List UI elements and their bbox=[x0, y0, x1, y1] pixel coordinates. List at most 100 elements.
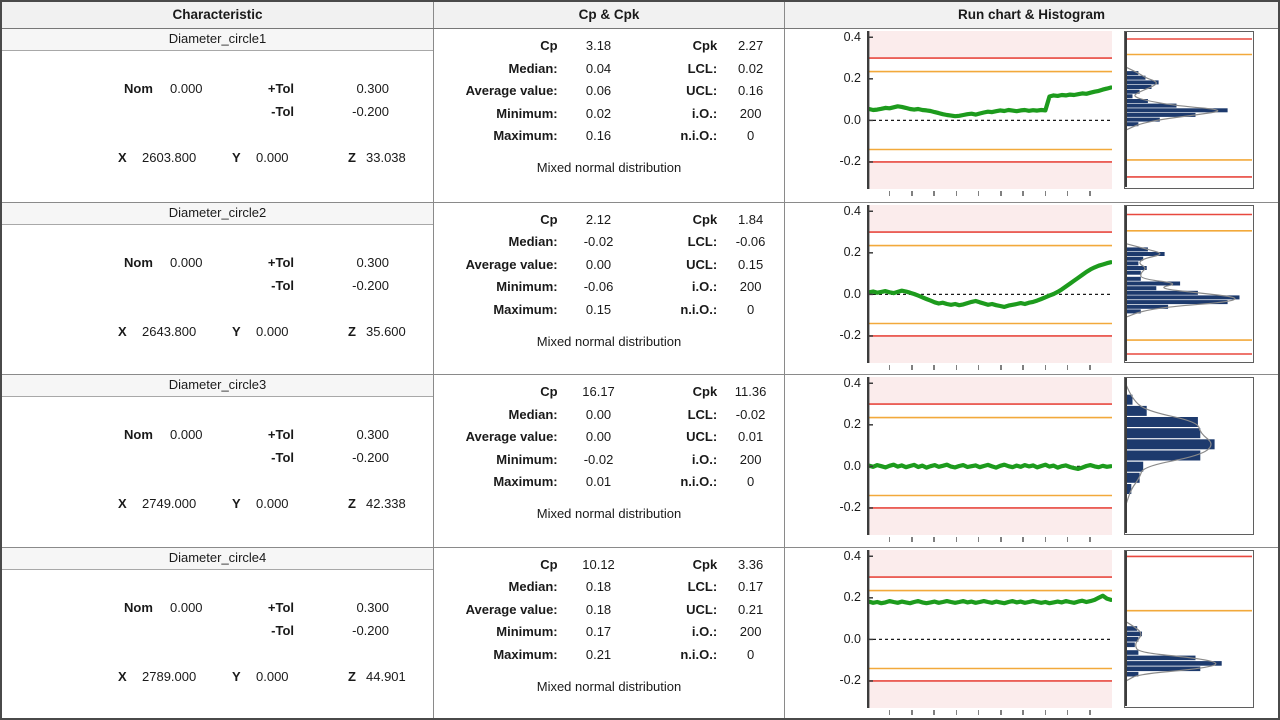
histogram-bar bbox=[1126, 260, 1139, 265]
stat-value-lcl: 0.17 bbox=[737, 579, 764, 594]
table-header: Characteristic Cp & Cpk Run chart & Hist… bbox=[2, 2, 1278, 29]
distribution-label: Mixed normal distribution bbox=[536, 160, 682, 175]
distribution-label: Mixed normal distribution bbox=[536, 506, 682, 521]
y-axis-tick-label: 0.2 bbox=[843, 244, 861, 259]
x-axis-tick bbox=[977, 364, 980, 370]
run-line bbox=[867, 593, 1112, 605]
nom-label: Nom bbox=[124, 599, 153, 615]
stat-label-cp: Cp bbox=[540, 384, 558, 399]
stat-value-median: 0.00 bbox=[585, 406, 612, 422]
y-value: 0.000 bbox=[256, 323, 289, 339]
x-axis-ticks bbox=[867, 364, 1112, 371]
x-axis-tick bbox=[1000, 191, 1002, 196]
histogram bbox=[1124, 31, 1254, 189]
run-chart bbox=[867, 204, 1112, 363]
characteristic-row: Diameter_circle2 Nom 0.000 +Tol 0.300 -T… bbox=[2, 201, 1278, 374]
x-axis-tick bbox=[977, 709, 980, 715]
plus-tol-value: 0.300 bbox=[356, 254, 389, 270]
x-axis-tick bbox=[1066, 537, 1069, 542]
stat-value-ucl: 0.16 bbox=[737, 83, 764, 98]
histogram-bar bbox=[1126, 417, 1198, 427]
histogram-bar bbox=[1126, 461, 1144, 472]
rows-container: Diameter_circle1 Nom 0.000 +Tol 0.300 -T… bbox=[2, 29, 1278, 719]
stat-value-cpk: 1.84 bbox=[737, 211, 764, 227]
stat-line: Maximum: 0.15 n.i.O.: 0 bbox=[434, 299, 784, 322]
x-axis-tick bbox=[888, 709, 891, 715]
x-axis-tick bbox=[977, 191, 980, 196]
stat-value-average: 0.18 bbox=[585, 601, 612, 617]
run-chart-svg bbox=[867, 31, 1112, 189]
x-axis-tick bbox=[1022, 191, 1024, 196]
x-axis-tick bbox=[1066, 364, 1069, 370]
histogram-bar bbox=[1126, 666, 1201, 671]
run-chart bbox=[867, 31, 1112, 189]
stat-label-nio: n.i.O.: bbox=[680, 646, 718, 662]
x-axis-tick bbox=[911, 537, 913, 542]
run-line bbox=[867, 85, 1112, 119]
y-axis-tick-label: 0.4 bbox=[843, 203, 861, 218]
x-label: X bbox=[118, 496, 127, 511]
y-axis-tick-label: -0.2 bbox=[839, 500, 861, 514]
histogram-bar bbox=[1126, 428, 1201, 439]
histogram-bar bbox=[1126, 631, 1142, 636]
histogram-bar bbox=[1126, 112, 1196, 117]
histogram-bar bbox=[1126, 265, 1147, 270]
stat-label-median: Median: bbox=[508, 406, 558, 422]
y-axis-tick-label: 0.2 bbox=[843, 417, 861, 431]
histogram-bar bbox=[1126, 122, 1139, 127]
stat-label-median: Median: bbox=[508, 60, 558, 76]
stat-value-lcl: -0.06 bbox=[735, 234, 766, 249]
histogram-bar bbox=[1126, 108, 1228, 113]
x-axis-tick bbox=[1089, 364, 1091, 370]
stat-label-ucl: UCL: bbox=[686, 83, 718, 98]
stat-label-cpk: Cpk bbox=[692, 384, 718, 399]
y-axis-tick-label: 0.0 bbox=[843, 113, 861, 127]
histogram bbox=[1124, 377, 1254, 535]
stat-label-io: i.O.: bbox=[691, 279, 718, 294]
stat-label-minimum: Minimum: bbox=[496, 451, 558, 467]
histogram-bar bbox=[1126, 75, 1146, 80]
run-chart-histogram-panel: 0.4 0.2 0.0 -0.2 bbox=[785, 548, 1278, 719]
histogram-bar bbox=[1126, 649, 1139, 655]
stat-line: Average value: 0.18 UCL: 0.21 bbox=[434, 599, 784, 622]
characteristic-panel: Diameter_circle3 Nom 0.000 +Tol 0.300 -T… bbox=[2, 375, 434, 547]
stat-label-ucl: UCL: bbox=[686, 601, 718, 617]
stat-label-lcl: LCL: bbox=[687, 234, 718, 249]
run-chart-histogram-panel: 0.4 0.2 0.0 -0.2 bbox=[785, 29, 1278, 202]
histogram-bar bbox=[1126, 285, 1157, 290]
stat-value-cpk: 2.27 bbox=[737, 38, 764, 53]
minus-tol-value: -0.200 bbox=[352, 104, 389, 119]
nom-value: 0.000 bbox=[170, 81, 203, 96]
stat-line: Average value: 0.00 UCL: 0.01 bbox=[434, 426, 784, 449]
x-axis-tick bbox=[1066, 709, 1069, 715]
stat-value-ucl: 0.01 bbox=[737, 429, 764, 444]
y-label: Y bbox=[232, 668, 241, 684]
x-axis-ticks bbox=[867, 709, 1112, 716]
stat-line: Cp 2.12 Cpk 1.84 bbox=[434, 209, 784, 232]
histogram-bar bbox=[1126, 246, 1148, 251]
z-label: Z bbox=[348, 323, 356, 339]
histogram-bar bbox=[1126, 484, 1132, 494]
stat-label-average: Average value: bbox=[465, 83, 558, 98]
histogram-svg bbox=[1125, 205, 1252, 361]
distribution-curve bbox=[1126, 66, 1219, 131]
stat-value-ucl: 0.15 bbox=[737, 256, 764, 272]
stat-line: Median: -0.02 LCL: -0.06 bbox=[434, 231, 784, 254]
run-chart-svg bbox=[867, 377, 1112, 535]
histogram bbox=[1124, 204, 1254, 363]
x-axis-tick bbox=[1089, 537, 1091, 542]
characteristic-name: Diameter_circle3 bbox=[2, 375, 433, 397]
x-label: X bbox=[118, 150, 127, 165]
y-axis-tick-label: 0.4 bbox=[843, 30, 861, 44]
histogram-bar bbox=[1126, 117, 1160, 122]
run-chart-svg bbox=[867, 549, 1112, 708]
histogram-bar bbox=[1126, 394, 1133, 405]
stat-value-cpk: 3.36 bbox=[737, 556, 764, 572]
histogram-bar bbox=[1126, 290, 1198, 295]
stat-label-cpk: Cpk bbox=[692, 211, 718, 227]
stat-label-median: Median: bbox=[508, 234, 558, 249]
stat-label-nio: n.i.O.: bbox=[680, 474, 718, 489]
x-axis-tick bbox=[1044, 191, 1047, 196]
histogram-bar bbox=[1126, 94, 1133, 99]
x-axis-tick bbox=[888, 191, 891, 196]
